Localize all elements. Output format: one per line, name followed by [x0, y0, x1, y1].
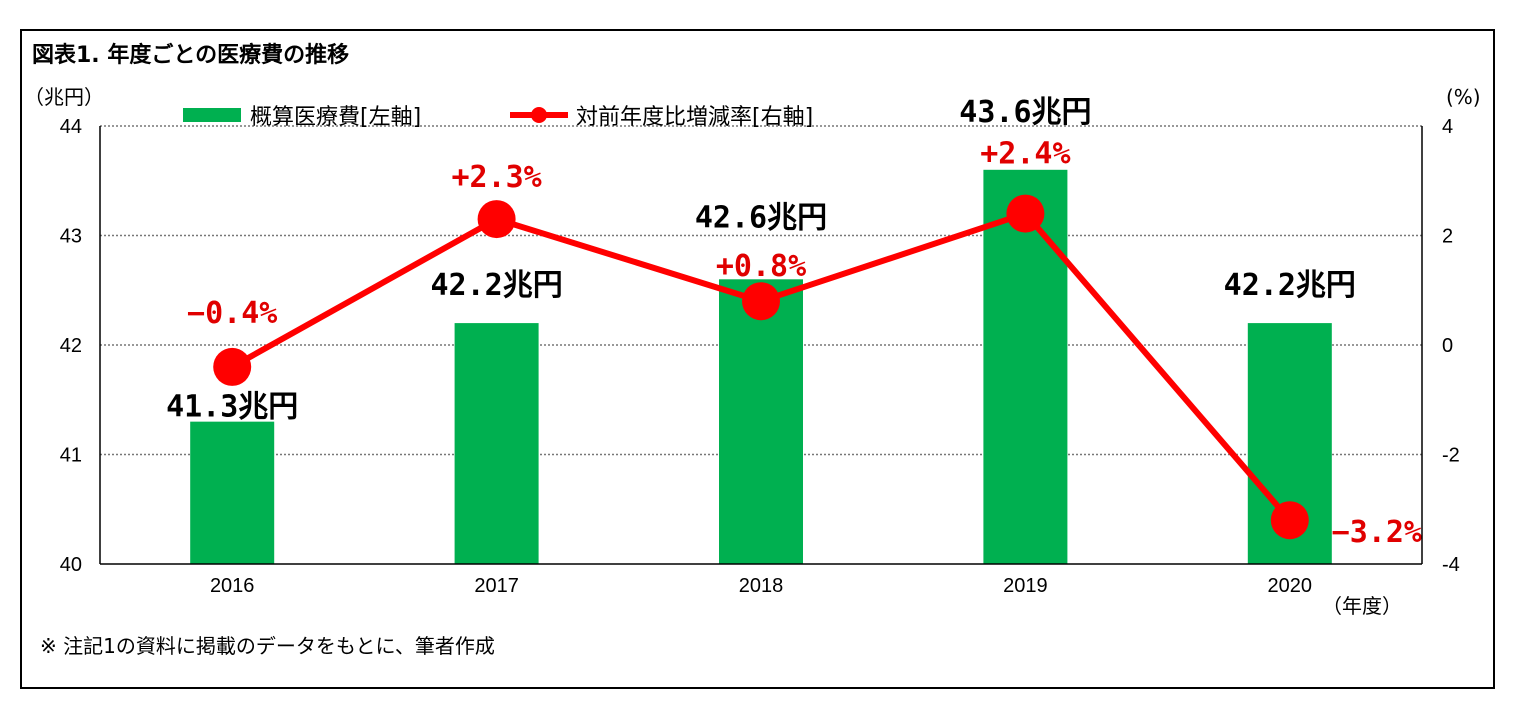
left-tick-label: 40	[60, 554, 82, 576]
legend-line-label: 対前年度比増減率[右軸]	[576, 105, 813, 130]
bar-value-label: 43.6兆円	[959, 95, 1091, 130]
rate-value-label: −0.4%	[187, 296, 277, 331]
right-tick-label: -2	[1442, 445, 1460, 467]
x-tick-label: 2016	[210, 575, 255, 597]
x-tick-label: 2020	[1268, 575, 1313, 597]
right-tick-label: 0	[1442, 335, 1453, 357]
x-axis-label: （年度）	[1322, 594, 1402, 618]
growth-rate-point-2019	[1006, 194, 1045, 233]
legend-bar-label: 概算医療費[左軸]	[250, 105, 421, 130]
growth-rate-point-2016	[213, 347, 252, 386]
bar-2018	[719, 279, 803, 564]
chart-note: ※ 注記1の資料に掲載のデータをもとに、筆者作成	[40, 634, 495, 658]
right-axis-unit: (%)	[1446, 85, 1481, 109]
chart-title: 図表1. 年度ごとの医療費の推移	[32, 42, 349, 68]
rate-value-label: +0.8%	[716, 249, 806, 284]
left-tick-label: 42	[60, 335, 82, 357]
growth-rate-point-2018	[742, 282, 780, 321]
bar-value-label: 42.2兆円	[430, 268, 562, 303]
left-axis-unit: （兆円）	[24, 85, 104, 109]
left-tick-label: 41	[60, 445, 82, 467]
right-tick-label: -4	[1442, 554, 1460, 576]
rate-value-label: +2.4%	[980, 137, 1070, 172]
bar-value-label: 42.6兆円	[695, 200, 827, 235]
legend-line-marker	[531, 107, 547, 123]
bar-2019	[983, 169, 1068, 565]
x-tick-label: 2019	[1003, 575, 1048, 597]
rate-value-label: −3.2%	[1332, 515, 1422, 550]
right-tick-label: 2	[1442, 226, 1453, 248]
rate-value-label: +2.3%	[451, 160, 541, 195]
bar-value-label: 42.2兆円	[1224, 268, 1356, 303]
legend: 概算医療費[左軸] 対前年度比増減率[右軸]	[183, 105, 813, 130]
bar-2017	[454, 323, 539, 564]
x-tick-label: 2018	[739, 575, 784, 597]
right-tick-label: 4	[1442, 116, 1453, 138]
bar-2016	[190, 421, 275, 564]
growth-rate-point-2020	[1270, 501, 1309, 540]
left-tick-label: 43	[60, 226, 82, 248]
bar-value-label: 41.3兆円	[166, 390, 298, 425]
growth-rate-point-2017	[477, 200, 516, 239]
legend-bar-swatch	[183, 108, 241, 122]
x-tick-label: 2017	[474, 575, 519, 597]
left-tick-label: 44	[60, 116, 82, 138]
